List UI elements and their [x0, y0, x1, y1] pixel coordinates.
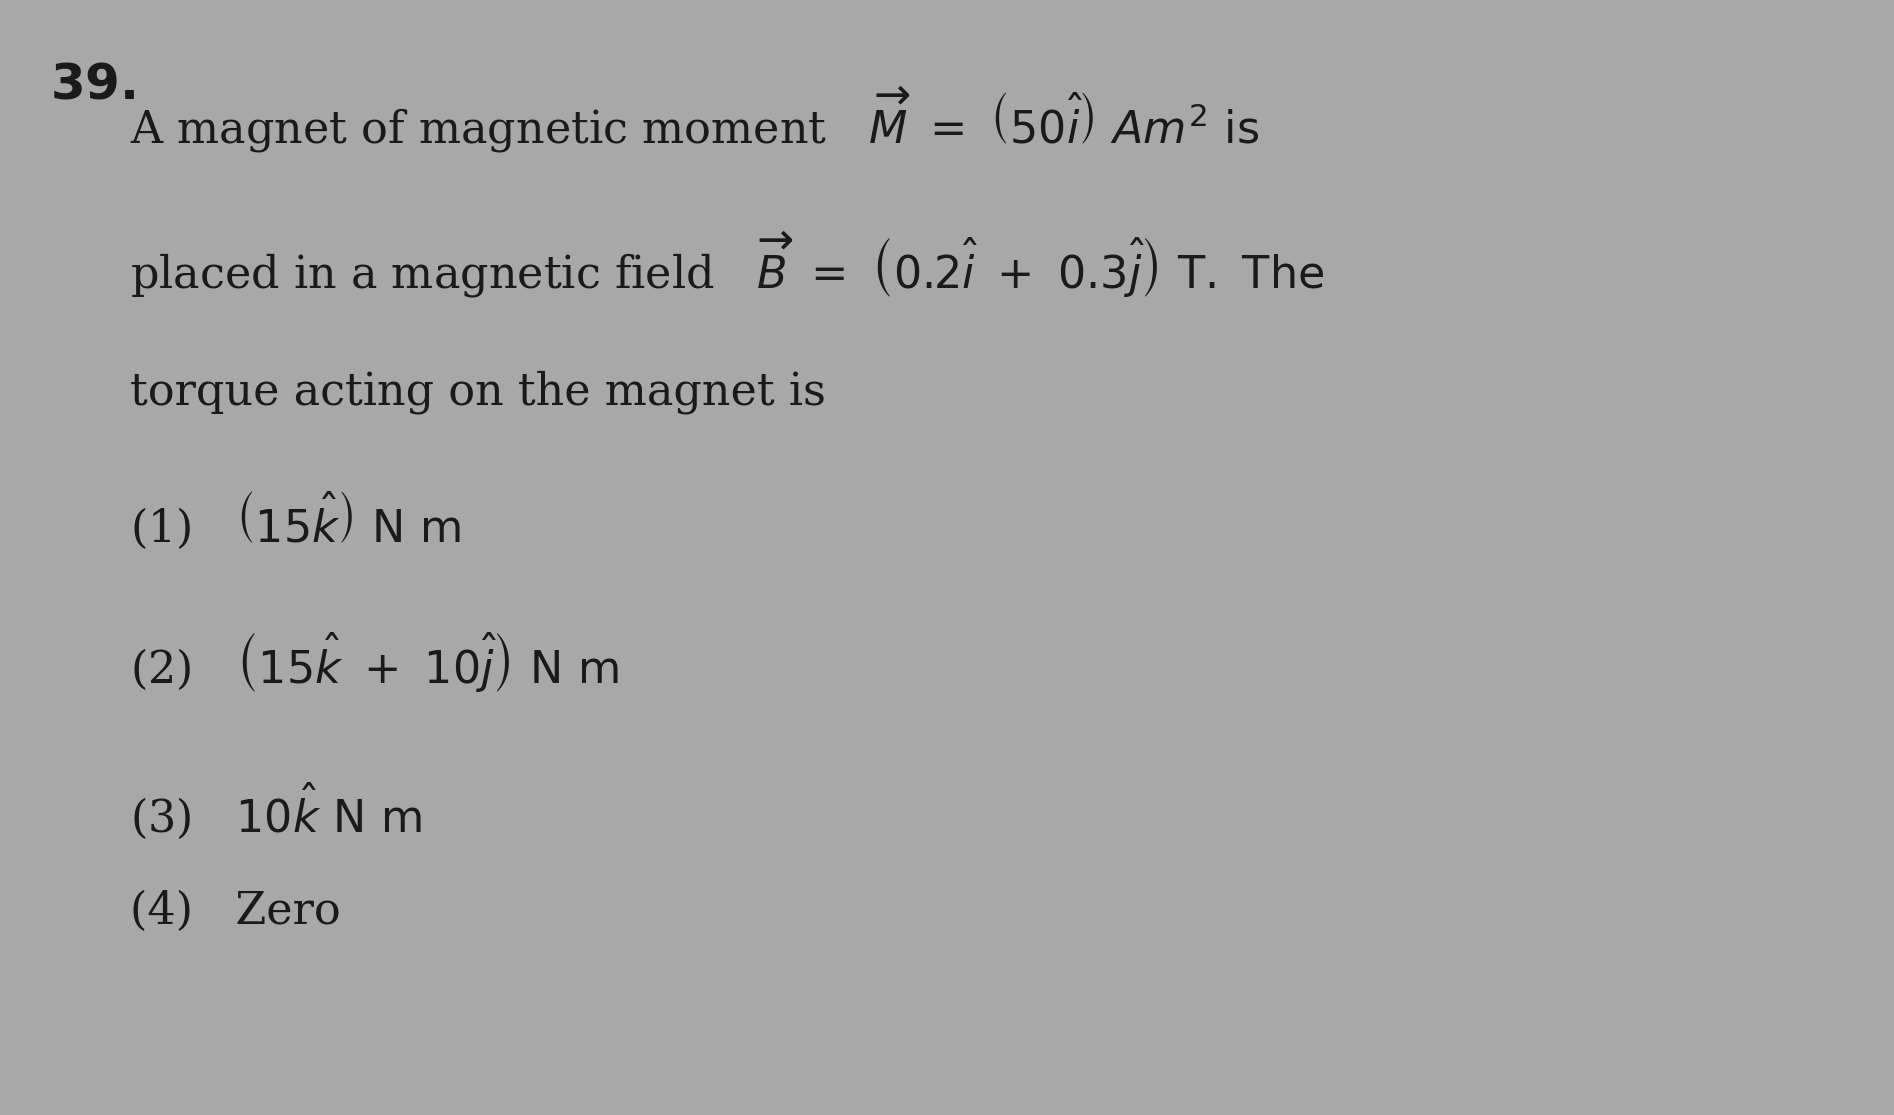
- Text: (2)   $\left(15\hat{k}\ +\ 10\hat{j}\right)\ \mathrm{N\ m}$: (2) $\left(15\hat{k}\ +\ 10\hat{j}\right…: [131, 630, 619, 694]
- Text: (1)   $\left(15\hat{k}\right)\ \mathrm{N\ m}$: (1) $\left(15\hat{k}\right)\ \mathrm{N\ …: [131, 489, 460, 551]
- Text: placed in a magnetic field   $\overrightarrow{B}\ =\ \left(0.2\hat{i}\ +\ 0.3\ha: placed in a magnetic field $\overrightar…: [131, 230, 1324, 300]
- Text: (4)   Zero: (4) Zero: [131, 890, 341, 933]
- Text: torque acting on the magnet is: torque acting on the magnet is: [131, 370, 826, 414]
- Text: (3)   $10\hat{k}\ \mathrm{N\ m}$: (3) $10\hat{k}\ \mathrm{N\ m}$: [131, 780, 422, 841]
- Text: A magnet of magnetic moment   $\overrightarrow{M}\ =\ \left(50\hat{i}\right)\ Am: A magnet of magnetic moment $\overrighta…: [131, 85, 1260, 155]
- Text: $\mathbf{39.}$: $\mathbf{39.}$: [49, 60, 136, 109]
